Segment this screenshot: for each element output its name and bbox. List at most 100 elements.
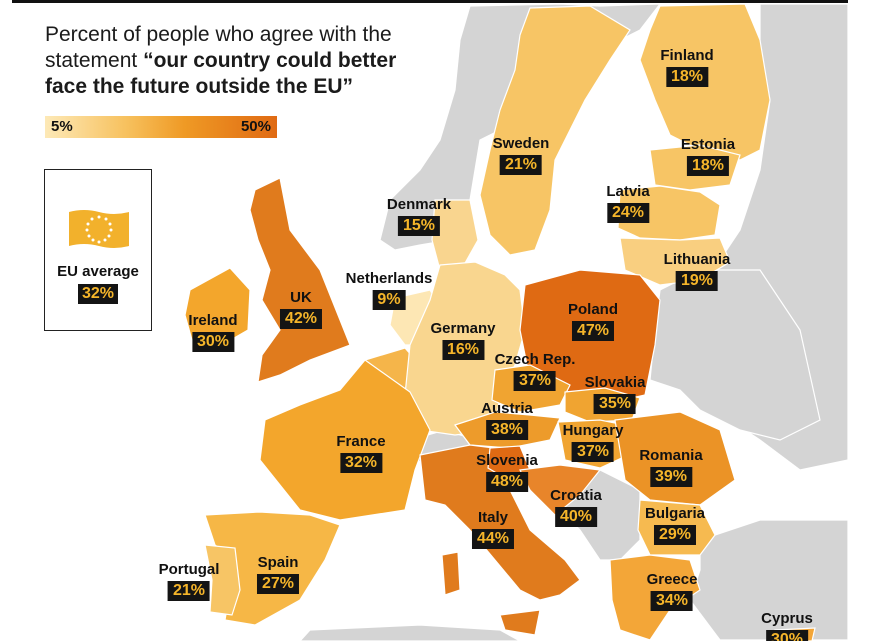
- country-name: Hungary: [562, 422, 624, 439]
- label-hungary: Hungary 37%: [562, 422, 624, 462]
- country-name: Italy: [477, 509, 508, 526]
- country-name: UK: [290, 289, 312, 306]
- country-name: Estonia: [680, 136, 736, 153]
- label-netherlands: Netherlands 9%: [345, 270, 433, 310]
- country-value: 21%: [499, 155, 543, 175]
- country-name: Ireland: [188, 312, 238, 329]
- country-value: 29%: [653, 525, 697, 545]
- top-rule: [12, 0, 848, 3]
- label-italy: Italy 44%: [471, 509, 515, 549]
- country-value: 27%: [256, 574, 300, 594]
- country-name: France: [336, 433, 386, 450]
- right-margin: [848, 0, 869, 641]
- country-value: 18%: [686, 156, 730, 176]
- label-ireland: Ireland 30%: [188, 312, 238, 352]
- country-value: 38%: [485, 420, 529, 440]
- country-value: 39%: [649, 467, 693, 487]
- eu-flag-icon: [69, 210, 129, 248]
- country-name: Slovakia: [584, 374, 646, 391]
- label-lithuania: Lithuania 19%: [663, 251, 731, 291]
- country-value: 48%: [485, 472, 529, 492]
- title-lead: Percent of people who agree with the sta…: [45, 23, 392, 72]
- country-name: Portugal: [158, 561, 220, 578]
- label-germany: Germany 16%: [430, 320, 496, 360]
- north-africa-shape: [299, 624, 521, 641]
- title-emphasis: “our country could better face the futur…: [45, 49, 397, 98]
- country-value: 35%: [593, 394, 637, 414]
- country-name: Denmark: [386, 196, 452, 213]
- label-cyprus: Cyprus 30%: [761, 610, 813, 641]
- country-name: Germany: [430, 320, 496, 337]
- norway-shape: [379, 3, 662, 251]
- country-name: Bulgaria: [644, 505, 706, 522]
- label-france: France 32%: [336, 433, 386, 473]
- label-slovakia: Slovakia 35%: [584, 374, 646, 414]
- label-greece: Greece 34%: [646, 571, 698, 611]
- eu-average-value: 32%: [78, 284, 119, 304]
- label-sweden: Sweden 21%: [492, 135, 550, 175]
- map-title: Percent of people who agree with the sta…: [45, 22, 435, 100]
- latvia-shape: [617, 185, 721, 241]
- country-name: Croatia: [550, 487, 602, 504]
- croatia-shape: [519, 464, 602, 516]
- scale-max-label: 50%: [240, 118, 271, 135]
- country-value: 18%: [665, 67, 709, 87]
- label-portugal: Portugal 21%: [158, 561, 220, 601]
- country-value: 42%: [279, 309, 323, 329]
- country-name: Spain: [257, 554, 299, 571]
- label-slovenia: Slovenia 48%: [476, 452, 538, 492]
- label-poland: Poland 47%: [568, 301, 618, 341]
- label-austria: Austria 38%: [481, 400, 533, 440]
- country-value: 24%: [606, 203, 650, 223]
- country-name: Cyprus: [761, 610, 813, 627]
- country-value: 32%: [339, 453, 383, 473]
- label-romania: Romania 39%: [639, 447, 703, 487]
- label-bulgaria: Bulgaria 29%: [645, 505, 705, 545]
- uk-shape: [249, 177, 351, 383]
- sardinia-shape: [441, 551, 461, 596]
- label-spain: Spain 27%: [256, 554, 300, 594]
- country-value: 37%: [513, 371, 557, 391]
- country-value: 9%: [372, 290, 406, 310]
- country-name: Greece: [646, 571, 698, 588]
- country-value: 47%: [571, 321, 615, 341]
- country-value: 40%: [554, 507, 598, 527]
- label-czech: Czech Rep. 37%: [494, 351, 576, 391]
- country-value: 37%: [571, 442, 615, 462]
- eu-average-legend: EU average 32%: [44, 169, 152, 331]
- country-name: Romania: [639, 447, 703, 464]
- country-name: Slovenia: [476, 452, 538, 469]
- label-latvia: Latvia 24%: [606, 183, 650, 223]
- color-scale: 5% 50%: [45, 116, 277, 138]
- ireland-shape: [184, 267, 251, 346]
- country-name: Finland: [660, 47, 714, 64]
- country-name: Lithuania: [663, 251, 731, 268]
- country-name: Latvia: [606, 183, 650, 200]
- sicily-shape: [499, 609, 541, 636]
- country-name: Austria: [481, 400, 533, 417]
- label-croatia: Croatia 40%: [550, 487, 602, 527]
- country-value: 19%: [675, 271, 719, 291]
- country-value: 30%: [191, 332, 235, 352]
- country-value: 16%: [441, 340, 485, 360]
- label-denmark: Denmark 15%: [387, 196, 451, 236]
- eu-average-label: EU average: [57, 263, 139, 280]
- country-value: 15%: [397, 216, 441, 236]
- country-value: 44%: [471, 529, 515, 549]
- label-finland: Finland 18%: [660, 47, 714, 87]
- country-name: Poland: [567, 301, 619, 318]
- belarus-ukraine-shape: [649, 269, 821, 441]
- scale-min-label: 5%: [51, 118, 73, 135]
- sweden-shape: [479, 5, 631, 256]
- country-name: Sweden: [492, 135, 550, 152]
- country-name: Netherlands: [345, 270, 433, 287]
- country-name: Czech Rep.: [494, 351, 576, 368]
- country-value: 21%: [167, 581, 211, 601]
- france-shape: [259, 359, 431, 521]
- country-value: 30%: [765, 630, 809, 641]
- country-value: 34%: [650, 591, 694, 611]
- label-estonia: Estonia 18%: [681, 136, 735, 176]
- portugal-shape: [204, 544, 241, 616]
